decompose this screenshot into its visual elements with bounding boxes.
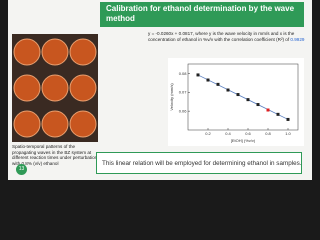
slide: Calibration for ethanol determination by… — [8, 0, 312, 180]
data-point — [286, 117, 290, 121]
x-tick-label: 0.4 — [225, 131, 231, 136]
data-point — [256, 103, 260, 107]
x-tick-label: 0.6 — [245, 131, 251, 136]
page: Calibration for ethanol determination by… — [8, 0, 312, 180]
y-tick-label: 0.08 — [179, 71, 188, 76]
trend-line — [197, 74, 289, 120]
data-point — [206, 78, 210, 82]
page-number: 13 — [16, 164, 27, 175]
data-point — [266, 108, 270, 112]
note-box: This linear relation will be employed fo… — [96, 152, 302, 174]
image-caption: Spatio-temporal patterns of the propagat… — [12, 144, 98, 166]
petri-image — [12, 34, 98, 142]
y-tick-label: 0.06 — [179, 109, 188, 114]
x-tick-label: 0.8 — [265, 131, 271, 136]
x-axis-label: [EtOH] (%v/v) — [231, 138, 256, 143]
slide-title: Calibration for ethanol determination by… — [100, 2, 304, 27]
y-axis-label: Velocity (mm/s) — [169, 83, 174, 111]
equation: y = -0.0260x + 0.0817, where y is the wa… — [148, 31, 308, 42]
data-point — [216, 82, 220, 86]
data-point — [246, 98, 250, 102]
x-tick-label: 1.0 — [285, 131, 291, 136]
chart: 0.2 0.4 0.6 0.8 1.0 0.06 0.07 0.08 [EtOH] (%v/v)… — [168, 58, 304, 146]
data-point — [236, 93, 240, 97]
plot-frame — [187, 63, 299, 131]
data-point — [226, 88, 230, 92]
data-point — [276, 112, 280, 116]
data-point — [196, 73, 200, 77]
equation-text: y = -0.0260x + 0.0817, where y is the wa… — [148, 31, 295, 42]
r2-value: 0.9929 — [290, 36, 305, 42]
x-tick-label: 0.2 — [205, 131, 211, 136]
y-tick-label: 0.07 — [179, 90, 188, 95]
